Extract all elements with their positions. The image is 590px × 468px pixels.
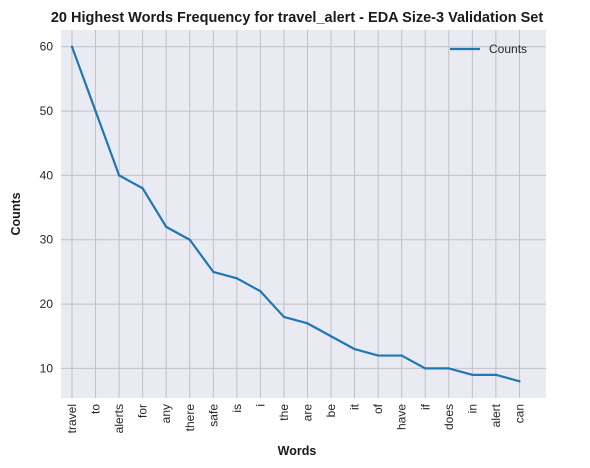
data-point-if xyxy=(424,367,427,370)
x-tick-label-safe: safe xyxy=(206,404,220,427)
x-tick-label-travel: travel xyxy=(65,404,79,433)
legend-label-counts: Counts xyxy=(489,42,527,56)
x-tick-label-are: are xyxy=(301,404,315,422)
x-tick-label-alerts: alerts xyxy=(112,404,126,433)
x-tick-label-there: there xyxy=(183,404,197,432)
x-axis-label: Words xyxy=(278,444,317,458)
x-tick-label-the: the xyxy=(277,404,291,421)
data-point-of xyxy=(377,354,380,357)
x-tick-label-be: be xyxy=(324,404,338,418)
data-point-travel xyxy=(70,45,74,48)
data-point-i xyxy=(259,290,262,293)
data-point-does xyxy=(447,367,450,370)
x-tick-label-it: it xyxy=(348,403,362,410)
data-point-alert xyxy=(494,373,497,376)
y-axis-label: Counts xyxy=(9,192,23,235)
x-tick-label-for: for xyxy=(136,404,150,418)
data-point-is xyxy=(235,277,238,280)
y-tick-label: 40 xyxy=(40,168,54,182)
chart-title: 20 Highest Words Frequency for travel_al… xyxy=(51,10,544,26)
data-point-any xyxy=(165,225,168,228)
x-tick-label-if: if xyxy=(418,403,432,410)
y-tick-label: 50 xyxy=(40,104,54,118)
y-tick-label: 30 xyxy=(40,233,54,247)
legend: Counts xyxy=(450,42,527,56)
y-axis-ticks: 10 20 30 40 50 60 xyxy=(40,40,54,376)
data-point-are xyxy=(306,322,309,325)
plot-area xyxy=(61,30,546,398)
data-point-there xyxy=(188,238,191,241)
x-tick-label-i: i xyxy=(253,404,267,407)
x-tick-label-does: does xyxy=(442,404,456,430)
data-point-the xyxy=(282,315,286,319)
y-tick-label: 20 xyxy=(40,297,54,311)
data-point-safe xyxy=(212,270,215,274)
x-tick-label-any: any xyxy=(159,404,173,423)
grid-lines xyxy=(61,30,546,398)
data-point-can xyxy=(518,380,521,383)
data-point-to xyxy=(94,109,97,113)
x-tick-label-alert: alert xyxy=(489,403,503,427)
x-tick-label-can: can xyxy=(512,404,526,423)
data-point-have xyxy=(400,354,403,357)
x-tick-label-to: to xyxy=(89,404,103,414)
data-points xyxy=(70,45,521,383)
series-line-counts xyxy=(70,45,521,383)
x-tick-label-of: of xyxy=(371,403,385,414)
data-point-be xyxy=(329,335,333,338)
x-tick-label-is: is xyxy=(230,404,244,413)
x-tick-label-in: in xyxy=(465,404,479,413)
data-point-for xyxy=(141,187,144,190)
y-tick-label: 10 xyxy=(40,361,54,375)
data-point-it xyxy=(353,348,356,351)
x-tick-label-have: have xyxy=(395,404,409,430)
data-point-alerts xyxy=(118,174,121,177)
data-point-in xyxy=(471,373,474,376)
x-axis-ticks: travel to alerts for any there safe is i the are be… xyxy=(65,403,526,433)
y-tick-label: 60 xyxy=(40,40,54,54)
